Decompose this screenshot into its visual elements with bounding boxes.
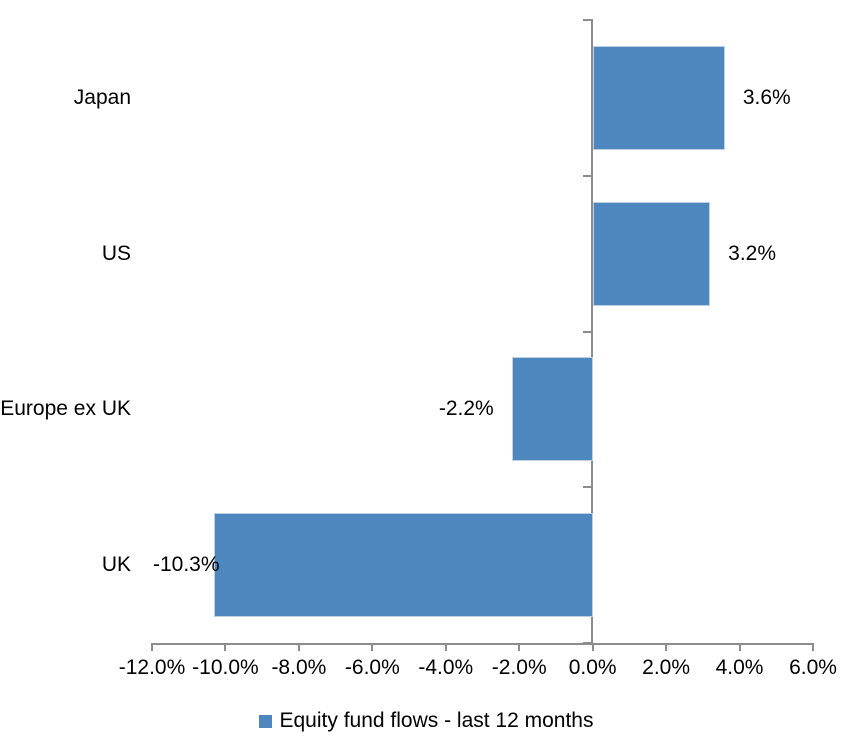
category-tick [582, 642, 591, 644]
legend-marker-icon [258, 714, 272, 728]
x-tick [297, 645, 300, 651]
x-tick [224, 645, 227, 651]
bar [592, 45, 725, 150]
x-tick-label: 6.0% [789, 656, 837, 679]
x-tick [444, 645, 447, 651]
x-tick-label: 2.0% [642, 656, 691, 679]
category-label: Japan [73, 85, 131, 109]
x-tick-label: -6.0% [344, 656, 400, 679]
x-tick-label: -8.0% [271, 656, 327, 679]
bar [214, 513, 593, 618]
data-label: 3.2% [728, 241, 777, 265]
x-tick-label: -10.0% [192, 656, 259, 679]
x-tick [151, 645, 153, 651]
x-tick [738, 645, 741, 651]
legend-label: Equity fund flows - last 12 months [279, 709, 594, 732]
bar [511, 357, 593, 462]
x-tick [518, 645, 521, 651]
category-tick [582, 330, 591, 333]
x-tick [591, 645, 594, 651]
category-tick [582, 486, 591, 489]
data-label: -10.3% [153, 553, 220, 577]
data-label: -2.2% [438, 397, 494, 421]
legend: Equity fund flows - last 12 months [0, 706, 852, 736]
x-tick-label: -2.0% [491, 656, 547, 679]
data-label: 3.6% [742, 85, 791, 109]
category-label: UK [101, 553, 131, 577]
bar [592, 201, 711, 306]
x-tick [371, 645, 374, 651]
x-tick [665, 645, 668, 651]
x-axis-line [151, 643, 814, 645]
category-tick [582, 174, 591, 177]
category-axis-line [590, 19, 593, 645]
x-tick-label: 0.0% [568, 656, 617, 679]
x-tick-label: 4.0% [715, 656, 764, 679]
x-tick [812, 645, 814, 651]
category-label: Europe ex UK [0, 397, 131, 421]
x-tick-label: -4.0% [418, 656, 474, 679]
category-tick [582, 19, 591, 21]
category-label: US [101, 241, 131, 265]
x-tick-label: -12.0% [118, 656, 186, 679]
